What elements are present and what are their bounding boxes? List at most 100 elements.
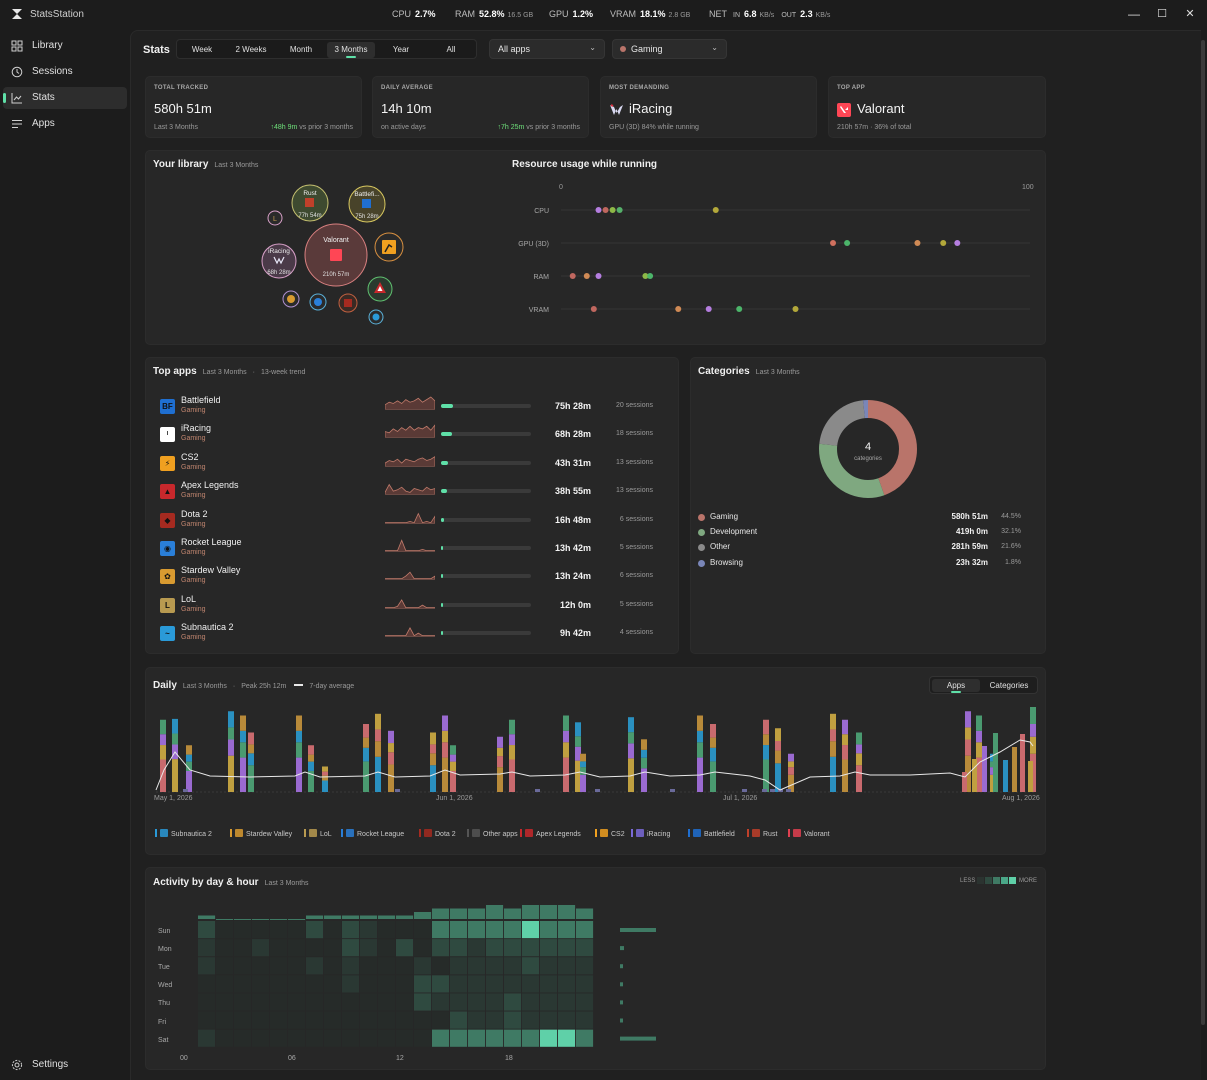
resource-point[interactable] [830, 240, 837, 246]
heatmap-cell[interactable] [576, 993, 594, 1011]
heatmap-cell[interactable] [450, 975, 468, 993]
daily-bar-segment[interactable] [641, 768, 647, 792]
daily-bar-segment[interactable] [240, 715, 246, 731]
heatmap-cell[interactable] [198, 1011, 216, 1029]
close-button[interactable]: ✕ [1185, 8, 1195, 20]
resource-point[interactable] [583, 273, 590, 279]
resource-point[interactable] [595, 273, 602, 279]
donut-segment[interactable] [819, 400, 917, 498]
daily-bar-segment[interactable] [856, 765, 862, 792]
heatmap-cell[interactable] [288, 1011, 306, 1029]
daily-bar-segment[interactable] [296, 715, 302, 731]
sidebar-item-library[interactable]: Library [3, 35, 127, 57]
heatmap-cell[interactable] [450, 1029, 468, 1047]
heatmap-cell[interactable] [486, 1011, 504, 1029]
daily-bar-segment[interactable] [575, 722, 581, 737]
heatmap-cell[interactable] [216, 975, 234, 993]
daily-bar-segment[interactable] [322, 780, 328, 792]
heatmap-cell[interactable] [342, 939, 360, 957]
daily-bar-segment[interactable] [580, 753, 586, 762]
daily-bar-segment[interactable] [1030, 724, 1036, 737]
heatmap-cell[interactable] [378, 975, 396, 993]
heatmap-cell[interactable] [468, 1029, 486, 1047]
resource-point[interactable] [595, 207, 602, 213]
daily-bar-segment[interactable] [388, 764, 394, 792]
legend-item[interactable]: Stardew Valley [230, 829, 292, 839]
daily-bar-segment[interactable] [1028, 761, 1033, 792]
daily-bar-segment[interactable] [497, 747, 503, 757]
daily-bar-segment[interactable] [1030, 707, 1036, 724]
daily-bar-segment[interactable] [186, 761, 192, 771]
daily-bar-segment[interactable] [450, 761, 456, 771]
daily-bar-segment[interactable] [388, 752, 394, 765]
legend-item[interactable]: Other apps [467, 829, 518, 839]
daily-bar-segment[interactable] [296, 730, 302, 743]
daily-bar-segment[interactable] [580, 774, 586, 792]
resource-point[interactable] [705, 306, 712, 312]
sidebar-item-sessions[interactable]: Sessions [3, 61, 127, 83]
heatmap-cell[interactable] [288, 957, 306, 975]
bubble-cs2[interactable] [374, 232, 404, 262]
daily-bar-segment[interactable] [1020, 734, 1025, 792]
daily-bar-segment[interactable] [388, 730, 394, 744]
heatmap-cell[interactable] [270, 1029, 288, 1047]
daily-bar-segment[interactable] [762, 789, 767, 792]
legend-item[interactable]: Subnautica 2 [155, 829, 212, 839]
heatmap-cell[interactable] [324, 993, 342, 1011]
daily-bar-segment[interactable] [563, 715, 569, 731]
heatmap-cell[interactable] [522, 1011, 540, 1029]
daily-bar-segment[interactable] [775, 728, 781, 741]
legend-item[interactable]: CS2 [595, 829, 625, 839]
daily-bar-segment[interactable] [228, 727, 234, 740]
daily-bar-segment[interactable] [775, 741, 781, 751]
heatmap-cell[interactable] [198, 921, 216, 939]
heatmap-cell[interactable] [198, 993, 216, 1011]
daily-bar-segment[interactable] [976, 730, 982, 743]
heatmap-cell[interactable] [216, 921, 234, 939]
category-filter-dropdown[interactable]: Gaming ⌄ [612, 39, 727, 59]
daily-bar-segment[interactable] [1012, 747, 1017, 792]
category-row[interactable]: Gaming 580h 51m 44.5% [698, 511, 1028, 525]
top-app-row[interactable]: ~ Subnautica 2 Gaming 9h 42m 4 sessions [158, 621, 658, 647]
top-app-row[interactable]: ▲ Apex Legends Gaming 38h 55m 13 sessions [158, 479, 658, 505]
daily-bar-segment[interactable] [856, 732, 862, 745]
heatmap-cell[interactable] [378, 939, 396, 957]
heatmap-cell[interactable] [504, 1011, 522, 1029]
daily-bar-segment[interactable] [363, 724, 369, 738]
daily-bar-segment[interactable] [450, 745, 456, 755]
heatmap-cell[interactable] [324, 957, 342, 975]
daily-bar-segment[interactable] [308, 770, 314, 792]
heatmap-cell[interactable] [558, 993, 576, 1011]
heatmap-cell[interactable] [558, 921, 576, 939]
daily-bar-segment[interactable] [240, 757, 246, 792]
heatmap-cell[interactable] [270, 921, 288, 939]
daily-bar-segment[interactable] [228, 755, 234, 792]
daily-bar-segment[interactable] [575, 760, 581, 792]
heatmap-cell[interactable] [288, 1029, 306, 1047]
daily-bar-segment[interactable] [308, 761, 314, 771]
daily-bar-segment[interactable] [775, 763, 781, 792]
daily-bar-segment[interactable] [248, 753, 254, 766]
heatmap-cell[interactable] [342, 921, 360, 939]
resource-point[interactable] [940, 240, 947, 246]
daily-bar-segment[interactable] [363, 761, 369, 792]
heatmap-cell[interactable] [558, 1011, 576, 1029]
daily-bar-segment[interactable] [788, 761, 794, 768]
heatmap-cell[interactable] [252, 957, 270, 975]
heatmap-cell[interactable] [414, 1029, 432, 1047]
heatmap-cell[interactable] [540, 1029, 558, 1047]
daily-bar-segment[interactable] [430, 765, 436, 792]
heatmap-cell[interactable] [558, 975, 576, 993]
daily-bar-segment[interactable] [375, 713, 381, 730]
heatmap-cell[interactable] [396, 1011, 414, 1029]
heatmap-cell[interactable] [234, 957, 252, 975]
daily-bar-segment[interactable] [710, 747, 716, 762]
heatmap-cell[interactable] [234, 1029, 252, 1047]
toggle-apps[interactable]: Apps [932, 679, 980, 693]
heatmap-cell[interactable] [270, 957, 288, 975]
heatmap-cell[interactable] [414, 1011, 432, 1029]
daily-bar-segment[interactable] [763, 745, 769, 760]
heatmap-cell[interactable] [432, 957, 450, 975]
heatmap-cell[interactable] [504, 921, 522, 939]
daily-bar-segment[interactable] [710, 761, 716, 792]
